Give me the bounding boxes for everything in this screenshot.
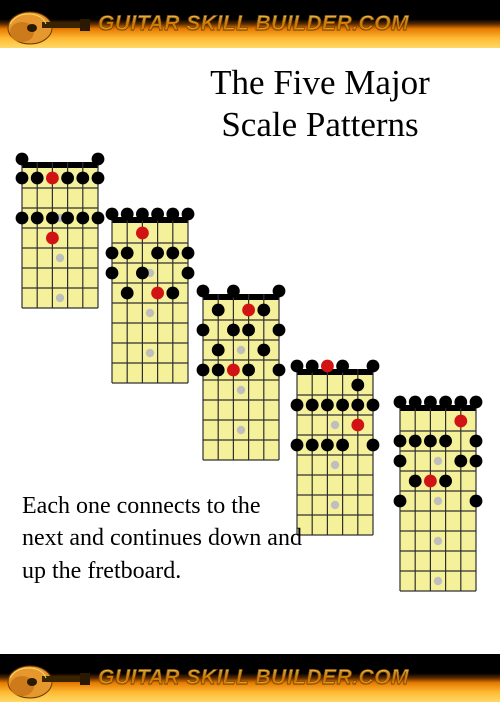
pattern-4 [289,357,381,539]
guitar-icon [2,656,92,700]
site-title: GUITAR SKILL BUILDER.COM [98,666,409,690]
pattern-1 [14,150,106,312]
pattern-2 [104,205,196,387]
site-title: GUITAR SKILL BUILDER.COM [98,12,409,36]
pattern-3 [195,282,287,464]
footer-banner: GUITAR SKILL BUILDER.COM [0,654,500,702]
header-banner: GUITAR SKILL BUILDER.COM [0,0,500,48]
caption-text: Each one connects to the next and contin… [22,490,302,587]
guitar-icon [2,2,92,46]
page-title: The Five Major Scale Patterns [170,62,470,146]
pattern-5 [392,393,484,595]
